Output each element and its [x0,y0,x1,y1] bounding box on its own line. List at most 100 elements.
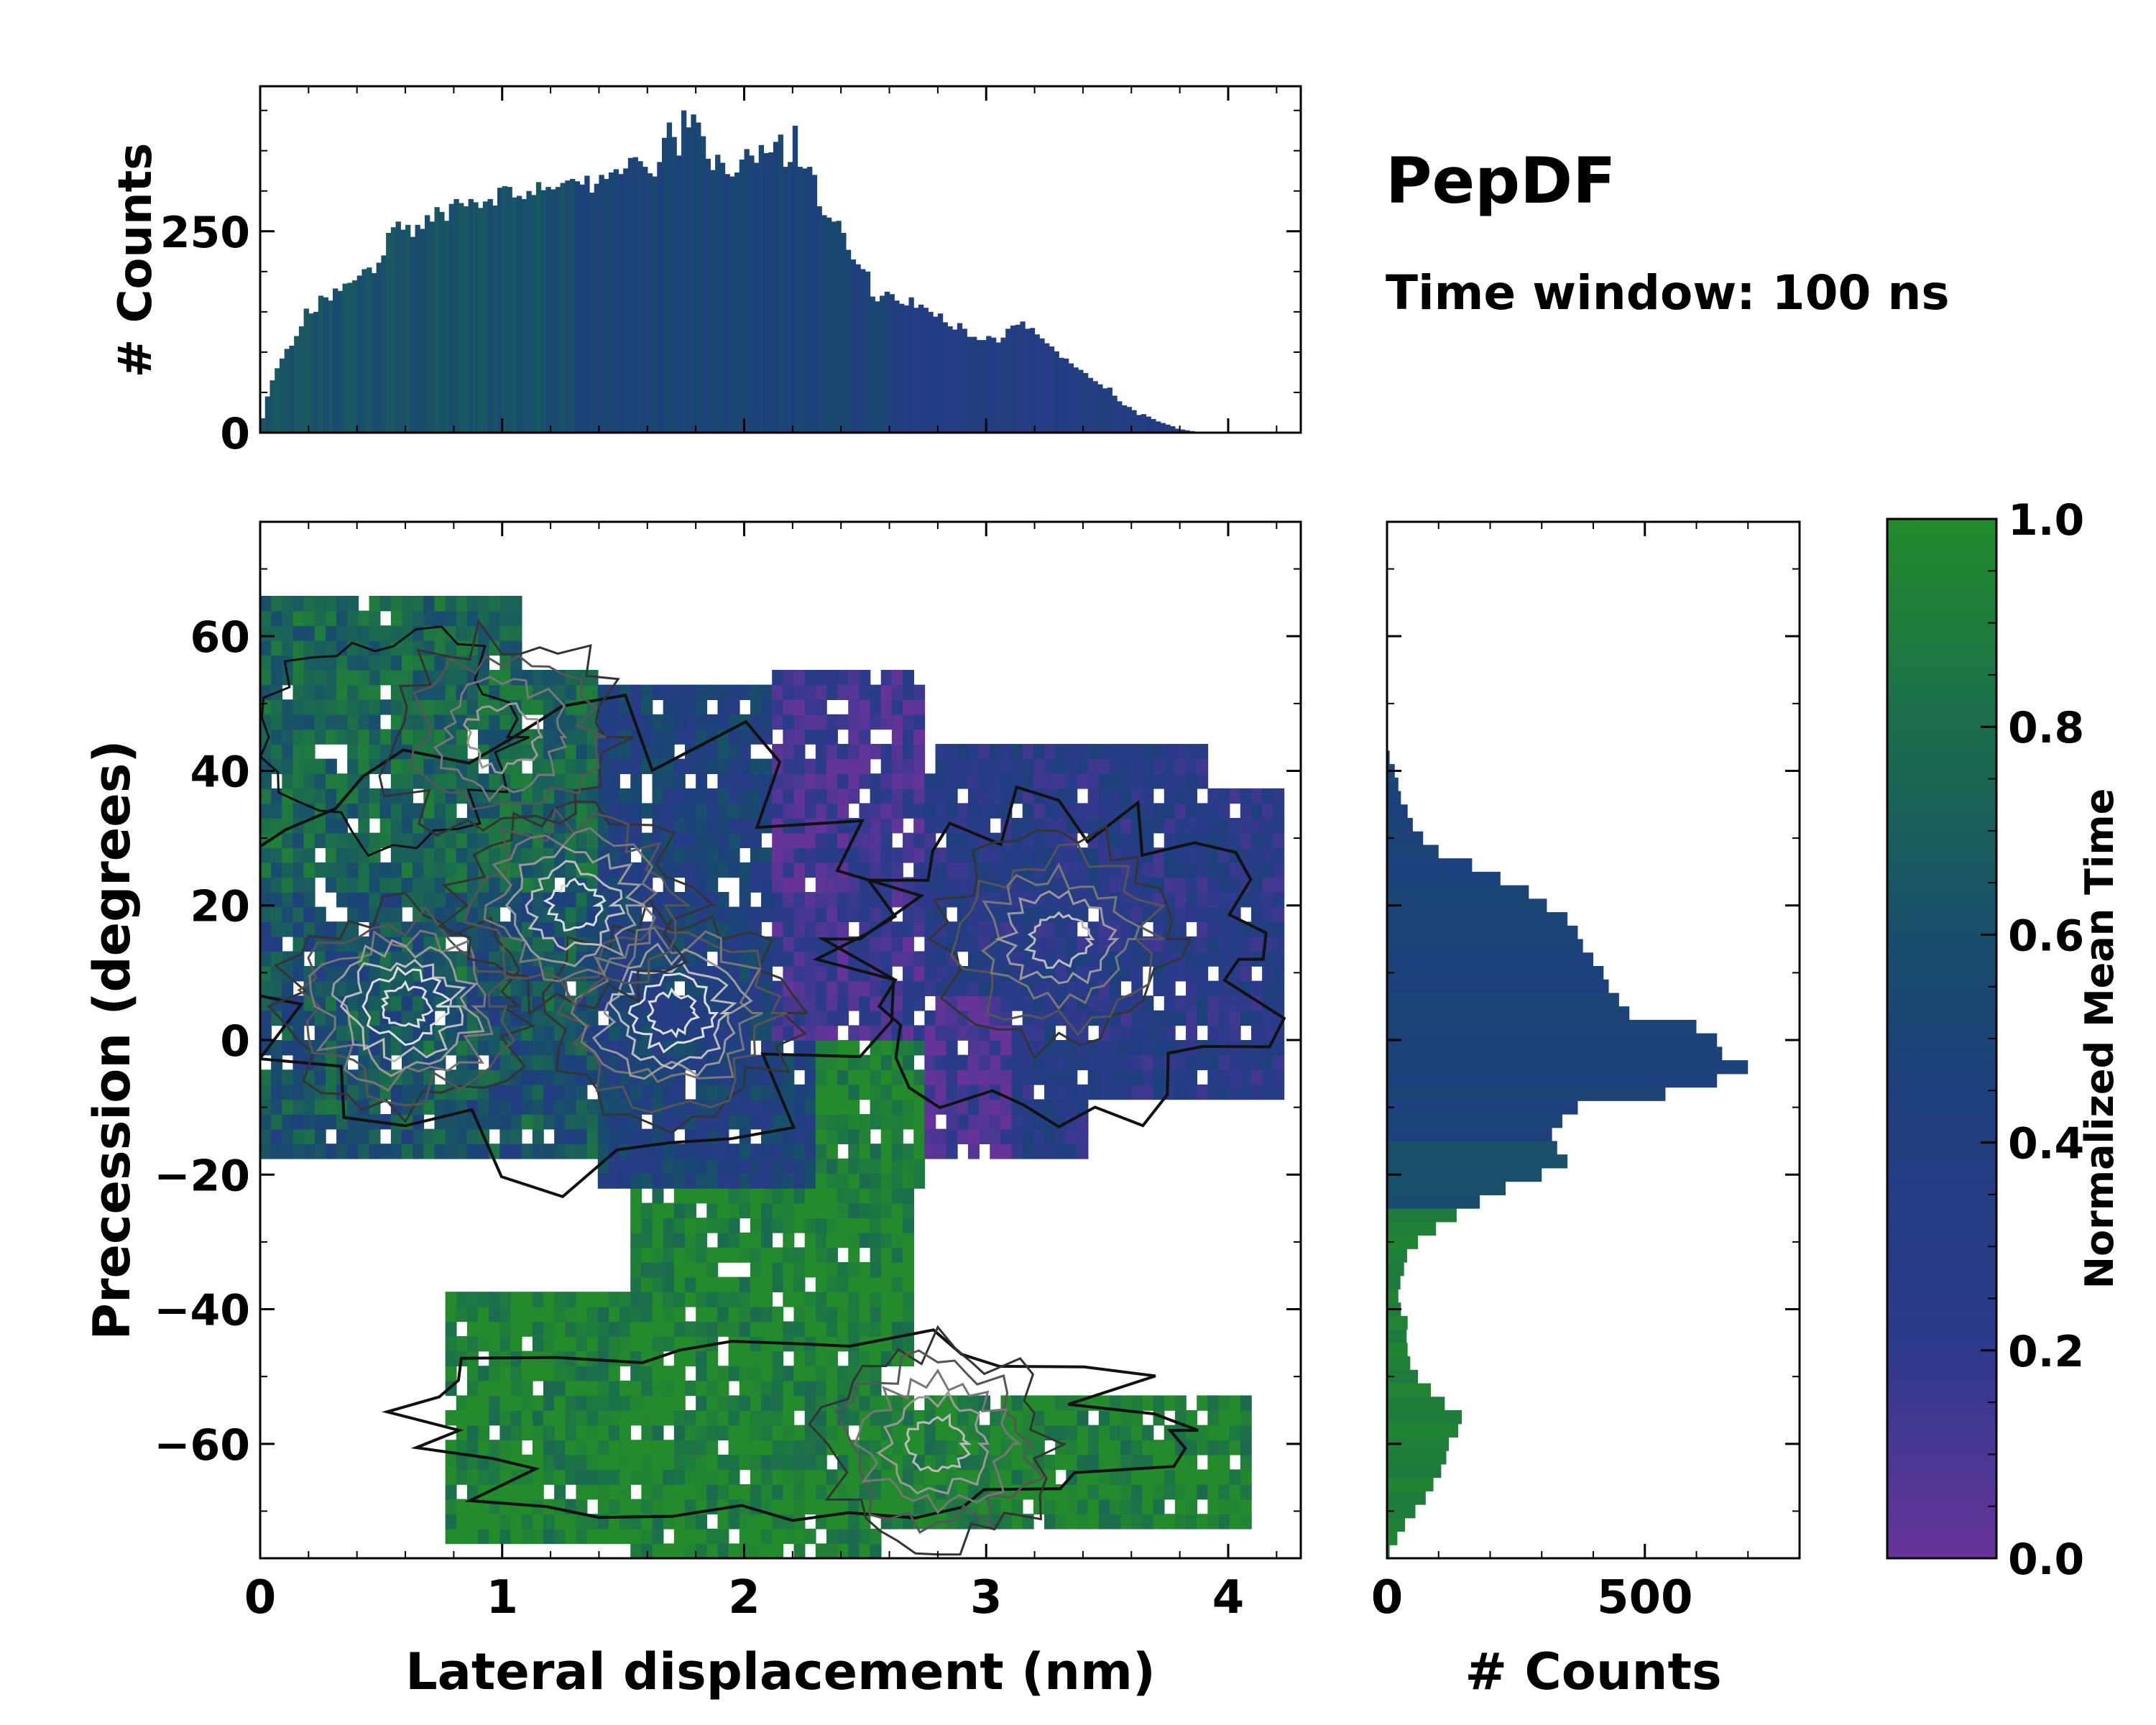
heatmap-cell [772,1054,784,1070]
heatmap-cell [1044,921,1056,937]
heatmap-cell [1218,1070,1230,1085]
right-hist-bar [1387,871,1501,886]
heatmap-cell [848,1144,860,1159]
heatmap-cell [1197,980,1209,996]
heatmap-cell [303,670,315,686]
heatmap-cell [1174,877,1187,893]
heatmap-cell [597,1395,609,1411]
heatmap-cell [826,1276,838,1292]
heatmap-cell [880,1306,893,1322]
heatmap-cell [1022,847,1034,863]
heatmap-cell [1262,892,1274,908]
heatmap-cell [804,1025,816,1041]
heatmap-cell [1153,862,1165,878]
heatmap-cell [565,1440,577,1455]
heatmap-cell [663,906,675,922]
top-hist-bar [875,301,880,433]
heatmap-cell [717,818,729,834]
heatmap-cell [957,1025,969,1041]
heatmap-cell [1011,1114,1023,1130]
heatmap-cell [358,818,370,834]
heatmap-cell [957,803,969,819]
heatmap-cell [489,1469,501,1485]
top-hist-bar [870,296,875,433]
heatmap-cell [336,877,349,893]
heatmap-cell [489,966,501,982]
heatmap-cell [521,1484,533,1500]
heatmap-cell [804,862,816,878]
top-hist-bar [313,311,319,433]
heatmap-cell [880,803,893,819]
contour-level [381,980,434,1029]
heatmap-cell [576,1366,588,1381]
heatmap-cell [1218,951,1230,967]
heatmap-cell [880,1499,893,1514]
heatmap-cell [804,936,816,952]
heatmap-cell [1240,1395,1252,1411]
heatmap-cell [772,1366,784,1381]
heatmap-cell [1153,966,1165,982]
heatmap-cell [1240,1499,1252,1514]
heatmap-cell [696,1114,708,1130]
heatmap-cell [848,670,860,686]
heatmap-cell [815,877,827,893]
heatmap-cell [1207,980,1220,996]
heatmap-cell [652,1262,664,1278]
heatmap-cell [696,1336,708,1352]
heatmap-cell [1066,1084,1078,1100]
heatmap-cell [870,1351,882,1366]
heatmap-cell [891,921,903,937]
heatmap-cell [783,1232,795,1248]
heatmap-cell [728,1276,740,1292]
heatmap-cell [358,906,370,922]
heatmap-cell [1229,1395,1241,1411]
heatmap-cell [859,1543,871,1558]
heatmap-cell [673,803,686,819]
heatmap-cell [772,803,784,819]
heatmap-cell [826,1099,838,1115]
heatmap-cell [630,1499,642,1514]
heatmap-cell [478,1040,490,1056]
heatmap-cell [608,1440,620,1455]
heatmap-cell [543,1321,555,1337]
heatmap-cell [684,818,696,834]
top-hist-bar [318,295,324,433]
heatmap-cell [282,862,294,878]
heatmap-cell [815,1440,827,1455]
heatmap-cell [597,1040,609,1056]
heatmap-cell [891,714,903,730]
heatmap-cell [793,832,806,848]
heatmap-cell [739,1425,751,1440]
heatmap-cell [282,655,294,671]
right-hist-bar [1387,885,1529,899]
heatmap-cell [739,1084,751,1100]
heatmap-cell [706,1188,719,1204]
heatmap-cell [696,1173,708,1189]
heatmap-cell [706,862,719,878]
heatmap-cell [543,670,555,686]
heatmap-cell [739,1114,751,1130]
top-hist-bar [478,208,484,433]
top-hist-bar [850,259,856,433]
main-ytick-label: 60 [190,612,251,663]
heatmap-cell [673,1395,686,1411]
heatmap-cell [554,1380,566,1397]
heatmap-cell [1109,1410,1121,1426]
heatmap-cell [859,684,871,700]
heatmap-cell [325,1099,337,1115]
heatmap-cell [859,1232,871,1248]
heatmap-cell [510,684,522,700]
heatmap-cell [543,1306,555,1322]
heatmap-cell [750,832,762,848]
heatmap-cell [826,1543,838,1558]
heatmap-cell [913,862,926,878]
heatmap-cell [990,1070,1002,1085]
heatmap-cell [946,966,958,982]
heatmap-cell [1055,877,1067,893]
heatmap-cell [696,1010,708,1026]
heatmap-cell [837,951,849,967]
heatmap-cell [271,847,283,863]
heatmap-cell [586,1099,599,1115]
heatmap-cell [761,1084,773,1100]
heatmap-cell [510,625,522,641]
